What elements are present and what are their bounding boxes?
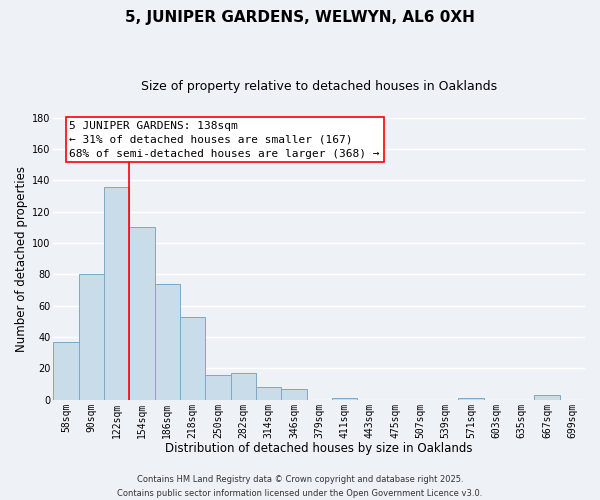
- Bar: [332, 398, 357, 400]
- Bar: [281, 389, 307, 400]
- X-axis label: Distribution of detached houses by size in Oaklands: Distribution of detached houses by size …: [166, 442, 473, 455]
- Bar: [130, 228, 155, 400]
- Bar: [205, 374, 230, 400]
- Bar: [79, 274, 104, 400]
- Text: 5 JUNIPER GARDENS: 138sqm
← 31% of detached houses are smaller (167)
68% of semi: 5 JUNIPER GARDENS: 138sqm ← 31% of detac…: [70, 120, 380, 158]
- Bar: [104, 186, 130, 400]
- Bar: [230, 373, 256, 400]
- Bar: [256, 388, 281, 400]
- Bar: [53, 342, 79, 400]
- Y-axis label: Number of detached properties: Number of detached properties: [15, 166, 28, 352]
- Title: Size of property relative to detached houses in Oaklands: Size of property relative to detached ho…: [141, 80, 497, 93]
- Bar: [458, 398, 484, 400]
- Bar: [180, 317, 205, 400]
- Text: Contains HM Land Registry data © Crown copyright and database right 2025.
Contai: Contains HM Land Registry data © Crown c…: [118, 476, 482, 498]
- Bar: [155, 284, 180, 400]
- Bar: [535, 395, 560, 400]
- Text: 5, JUNIPER GARDENS, WELWYN, AL6 0XH: 5, JUNIPER GARDENS, WELWYN, AL6 0XH: [125, 10, 475, 25]
